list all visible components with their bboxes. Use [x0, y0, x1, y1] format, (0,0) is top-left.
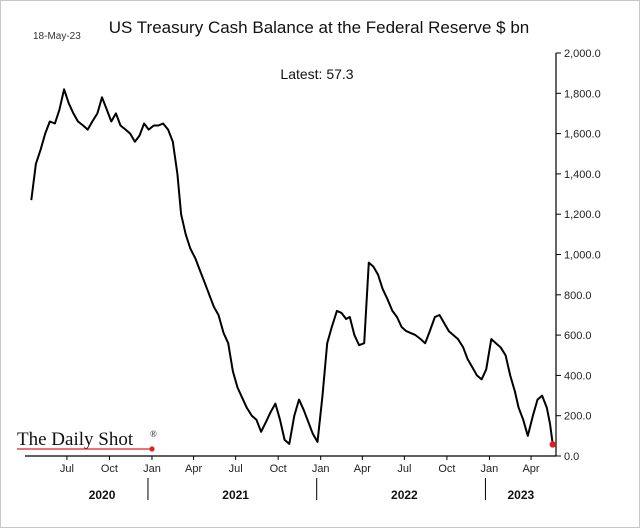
x-tick-label: Apr [522, 463, 539, 475]
y-tick-label: 1,000.0 [564, 250, 601, 262]
year-label: 2021 [222, 488, 249, 502]
y-tick-label: 400.0 [564, 370, 592, 382]
y-tick-label: 2,000.0 [564, 48, 601, 60]
x-tick-label: Jul [397, 463, 411, 475]
logo-registered-mark: ® [150, 429, 157, 439]
x-tick-label: Oct [438, 463, 455, 475]
logo-dot [149, 446, 155, 452]
axes: 0.0 200.0 400.0 600.0 800.0 1,000.0 1,200.0 1,4… [25, 48, 601, 502]
daily-shot-logo: The Daily Shot ® [17, 429, 157, 452]
date-stamp: 18-May-23 [33, 31, 81, 42]
chart-title: US Treasury Cash Balance at the Federal … [109, 18, 530, 37]
year-label: 2020 [89, 488, 116, 502]
y-tick-label: 600.0 [564, 330, 592, 342]
series-line [30, 88, 554, 445]
y-tick-label: 0.0 [564, 451, 579, 463]
y-tick-label: 1,600.0 [564, 129, 601, 141]
latest-annotation: Latest: 57.3 [280, 66, 353, 82]
x-tick-label: Apr [185, 463, 202, 475]
latest-value-marker [549, 441, 556, 448]
series-line-group [30, 88, 556, 448]
x-tick-label: Apr [354, 463, 371, 475]
year-label: 2023 [508, 488, 535, 502]
x-tick-label: Jan [481, 463, 499, 475]
y-tick-label: 800.0 [564, 290, 592, 302]
x-tick-label: Jul [60, 463, 74, 475]
x-tick-label: Jan [312, 463, 330, 475]
x-tick-label: Oct [270, 463, 287, 475]
logo-text: The Daily Shot [17, 429, 134, 450]
x-tick-label: Oct [101, 463, 118, 475]
y-tick-label: 200.0 [564, 411, 592, 423]
y-tick-label: 1,400.0 [564, 169, 601, 181]
y-tick-label: 1,800.0 [564, 88, 601, 100]
year-label: 2022 [391, 488, 418, 502]
y-tick-label: 1,200.0 [564, 209, 601, 221]
x-tick-label: Jul [229, 463, 243, 475]
x-tick-label: Jan [143, 463, 161, 475]
